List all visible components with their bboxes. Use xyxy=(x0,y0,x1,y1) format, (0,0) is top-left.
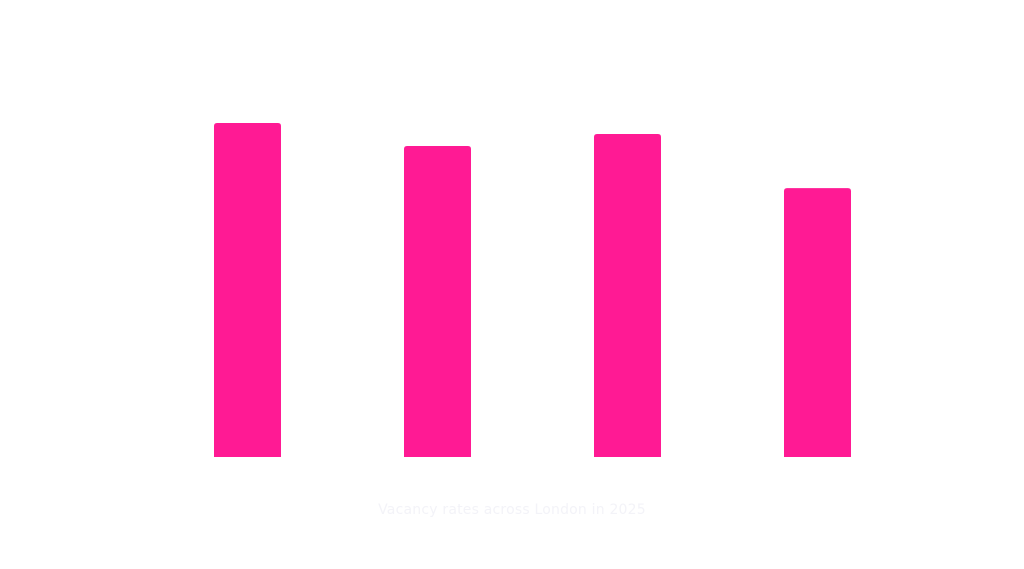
bar-4 xyxy=(784,188,851,457)
bar-3 xyxy=(594,134,661,457)
bar-1 xyxy=(214,123,281,457)
chart-caption: Vacancy rates across London in 2025 xyxy=(378,502,646,518)
bar-2 xyxy=(404,146,471,457)
